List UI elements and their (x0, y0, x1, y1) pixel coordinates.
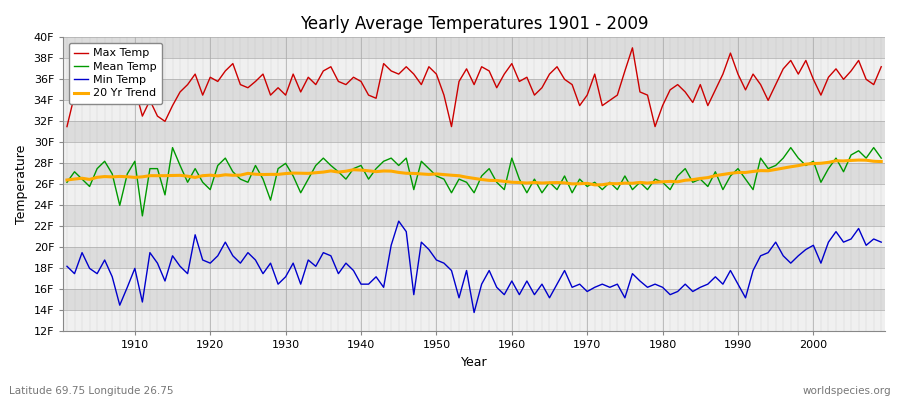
20 Yr Trend (853, 158, 864, 162)
Mean Temp (612, 187, 623, 192)
Min Temp (288, 261, 299, 266)
Mean Temp (348, 166, 359, 171)
20 Yr Trend (605, 181, 616, 186)
Min Temp (612, 282, 623, 286)
Text: worldspecies.org: worldspecies.org (803, 386, 891, 396)
Text: Latitude 69.75 Longitude 26.75: Latitude 69.75 Longitude 26.75 (9, 386, 174, 396)
Line: Min Temp: Min Temp (67, 221, 881, 312)
Bar (63, 37, 885, 58)
Legend: Max Temp, Mean Temp, Min Temp, 20 Yr Trend: Max Temp, Mean Temp, Min Temp, 20 Yr Tre… (68, 43, 162, 104)
Max Temp (122, 98, 132, 103)
Max Temp (876, 64, 886, 69)
20 Yr Trend (499, 179, 509, 184)
Min Temp (469, 310, 480, 315)
Min Temp (333, 271, 344, 276)
20 Yr Trend (590, 182, 600, 187)
Title: Yearly Average Temperatures 1901 - 2009: Yearly Average Temperatures 1901 - 2009 (300, 15, 648, 33)
Max Temp (627, 46, 638, 50)
Bar (63, 121, 885, 142)
Bar (63, 142, 885, 163)
Bar (63, 226, 885, 247)
Bar (63, 163, 885, 184)
20 Yr Trend (122, 174, 132, 179)
Max Temp (61, 124, 72, 129)
Mean Temp (122, 172, 132, 176)
Mean Temp (137, 214, 148, 218)
Mean Temp (302, 177, 313, 182)
Bar (63, 79, 885, 100)
Line: 20 Yr Trend: 20 Yr Trend (67, 160, 881, 185)
Bar (63, 268, 885, 290)
Max Temp (597, 103, 608, 108)
Min Temp (122, 285, 132, 290)
Min Temp (393, 219, 404, 224)
Mean Temp (167, 145, 178, 150)
Bar (63, 58, 885, 79)
Mean Temp (61, 180, 72, 185)
20 Yr Trend (61, 178, 72, 182)
20 Yr Trend (288, 171, 299, 176)
Line: Max Temp: Max Temp (67, 48, 881, 127)
Bar (63, 290, 885, 310)
Min Temp (876, 240, 886, 244)
Min Temp (61, 264, 72, 269)
Mean Temp (521, 190, 532, 195)
X-axis label: Year: Year (461, 356, 488, 369)
20 Yr Trend (876, 159, 886, 164)
Line: Mean Temp: Mean Temp (67, 148, 881, 216)
20 Yr Trend (333, 170, 344, 174)
Y-axis label: Temperature: Temperature (15, 145, 28, 224)
Max Temp (499, 72, 509, 76)
Max Temp (507, 61, 517, 66)
20 Yr Trend (507, 180, 517, 185)
Bar (63, 247, 885, 268)
Bar (63, 100, 885, 121)
Bar (63, 205, 885, 226)
Mean Temp (514, 177, 525, 182)
Min Temp (514, 292, 525, 297)
Mean Temp (876, 156, 886, 160)
Bar (63, 310, 885, 332)
Max Temp (288, 72, 299, 76)
Bar (63, 184, 885, 205)
Min Temp (521, 279, 532, 284)
Max Temp (333, 79, 344, 84)
